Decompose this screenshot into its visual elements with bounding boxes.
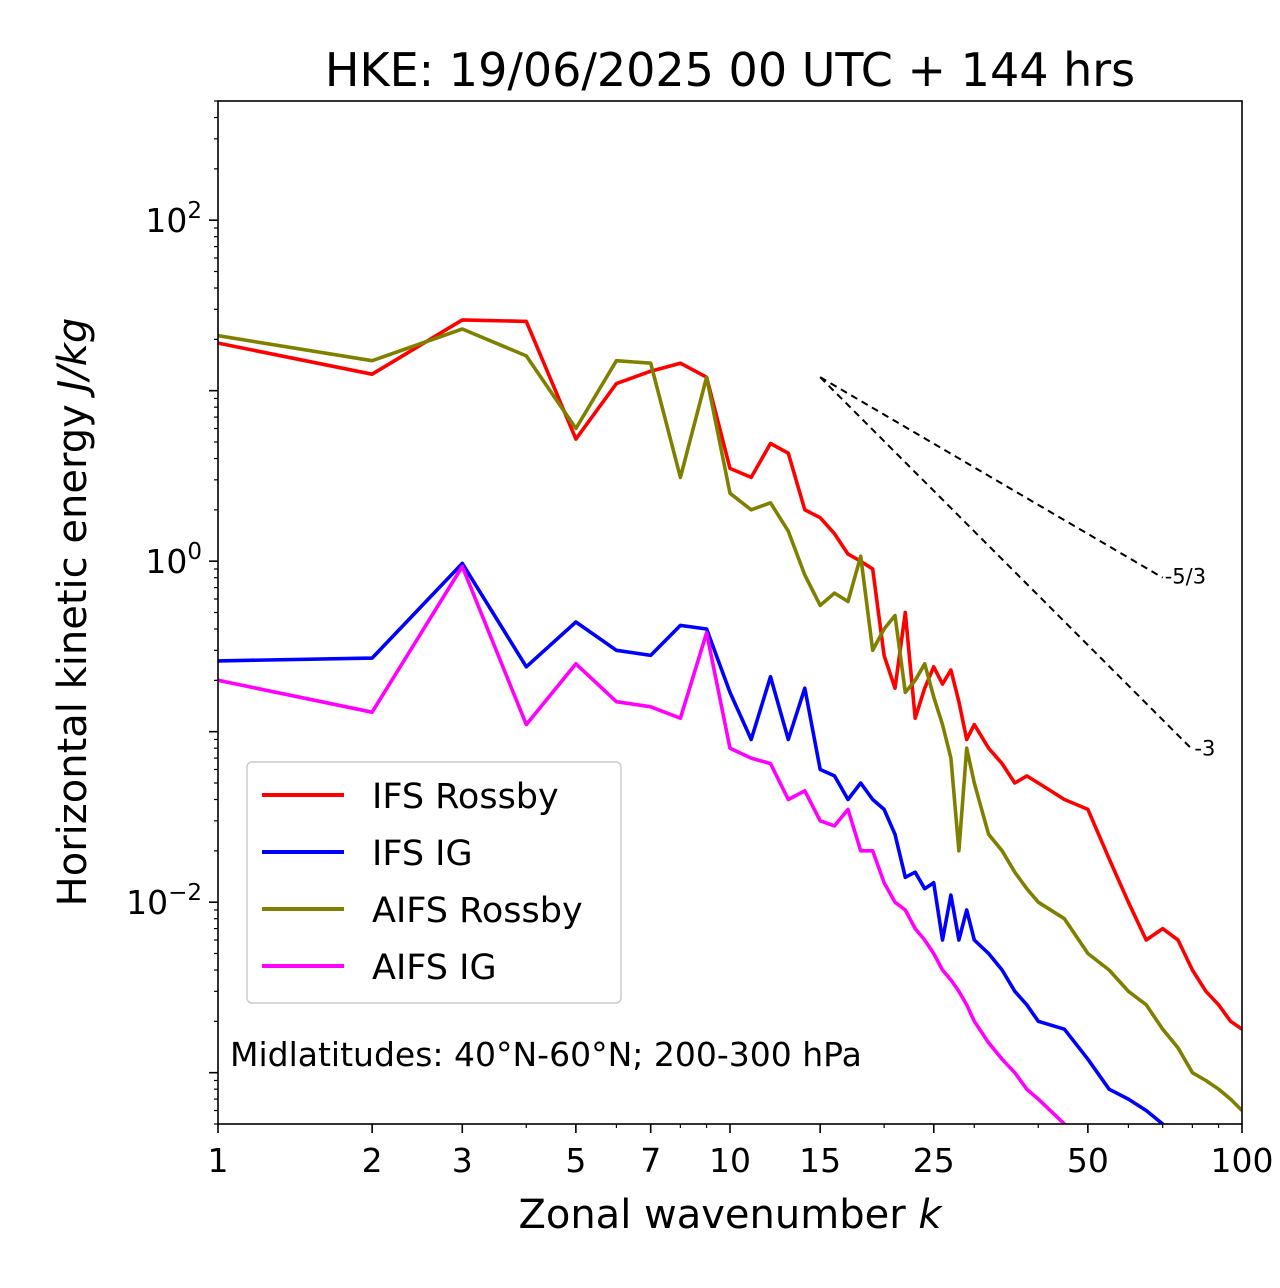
- x-tick-label: 2: [362, 1141, 383, 1180]
- reference-slope-line: [819, 376, 1194, 751]
- x-tick-label: 25: [913, 1141, 955, 1180]
- reference-slope-line: [819, 376, 1164, 579]
- series-line-ifs-rossby: [218, 318, 1242, 1031]
- x-tick-label: 50: [1067, 1141, 1109, 1180]
- x-tick-label: 7: [640, 1141, 661, 1180]
- reference-slope-label: -5/3: [1165, 565, 1206, 589]
- legend-label: IFS IG: [372, 834, 473, 874]
- legend: IFS Rossby IFS IG AIFS Rossby AIFS IG: [246, 761, 622, 1004]
- y-axis-label: Horizontal kinetic energy J/kg: [50, 318, 96, 907]
- legend-label: AIFS IG: [372, 948, 497, 988]
- x-tick-label: 15: [799, 1141, 841, 1180]
- series-line-aifs-ig: [218, 564, 1068, 1124]
- x-tick-label: 10: [709, 1141, 751, 1180]
- series-layer: [218, 318, 1242, 1124]
- x-axis-label-text: Zonal wavenumber: [518, 1192, 906, 1238]
- legend-label: IFS Rossby: [372, 777, 559, 817]
- y-axis-label-unit: J/kg: [50, 318, 96, 399]
- x-tick-label: 100: [1211, 1141, 1274, 1180]
- x-tick-label: 5: [565, 1141, 586, 1180]
- y-tick-label: 10−2: [126, 880, 202, 922]
- region-annotation: Midlatitudes: 40°N-60°N; 200-300 hPa: [230, 1035, 862, 1074]
- y-axis-ticks: 102 100 10−2: [126, 100, 218, 1125]
- legend-label: AIFS Rossby: [372, 891, 583, 931]
- series-line-aifs-rossby: [218, 327, 1242, 1112]
- y-tick-label: 100: [145, 539, 202, 581]
- x-axis-ticks: 1 2 3 5 7 10 15 25 50 100: [208, 1124, 1274, 1180]
- chart-title: HKE: 19/06/2025 00 UTC + 144 hrs: [325, 43, 1135, 97]
- y-axis-label-text: Horizontal kinetic energy: [50, 404, 96, 906]
- x-tick-label: 1: [208, 1141, 229, 1180]
- legend-box: [246, 761, 622, 1004]
- x-axis-label: Zonal wavenumber k: [518, 1192, 943, 1238]
- x-axis-label-var: k: [918, 1192, 943, 1238]
- reference-slope-label: -3: [1194, 737, 1215, 761]
- y-tick-label: 102: [145, 198, 202, 240]
- reference-slope-lines: -5/3 -3: [819, 376, 1215, 761]
- x-tick-label: 3: [452, 1141, 473, 1180]
- series-line-ifs-ig: [218, 561, 1166, 1124]
